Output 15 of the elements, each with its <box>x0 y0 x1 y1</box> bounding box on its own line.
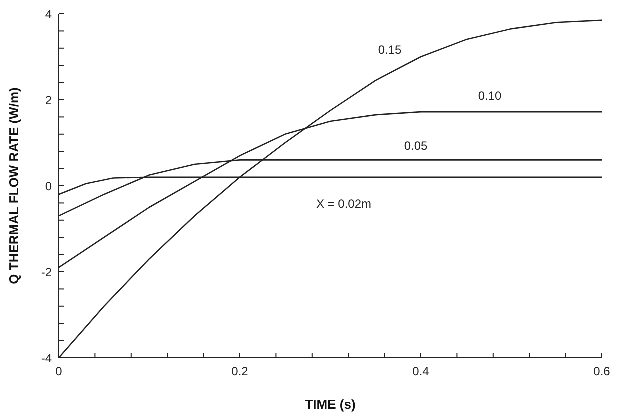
y-tick-label: 2 <box>45 93 52 108</box>
series-label: 0.10 <box>478 89 502 103</box>
x-axis-title: TIME (s) <box>305 397 356 412</box>
x-tick-label: 0.6 <box>594 364 611 379</box>
x-tick-label: 0.2 <box>232 364 249 379</box>
y-tick-label: -2 <box>41 265 52 280</box>
series-label: 0.05 <box>404 139 428 153</box>
x-tick-label: 0.4 <box>412 364 430 379</box>
y-tick-label: -4 <box>41 351 52 366</box>
y-tick-label: 0 <box>45 179 52 194</box>
y-axis-title: Q THERMAL FLOW RATE (W/m) <box>6 88 22 284</box>
series-label: 0.15 <box>378 43 402 57</box>
series-label: X = 0.02m <box>316 197 372 211</box>
x-tick-label: 0 <box>56 364 63 379</box>
y-tick-label: 4 <box>45 7 52 22</box>
